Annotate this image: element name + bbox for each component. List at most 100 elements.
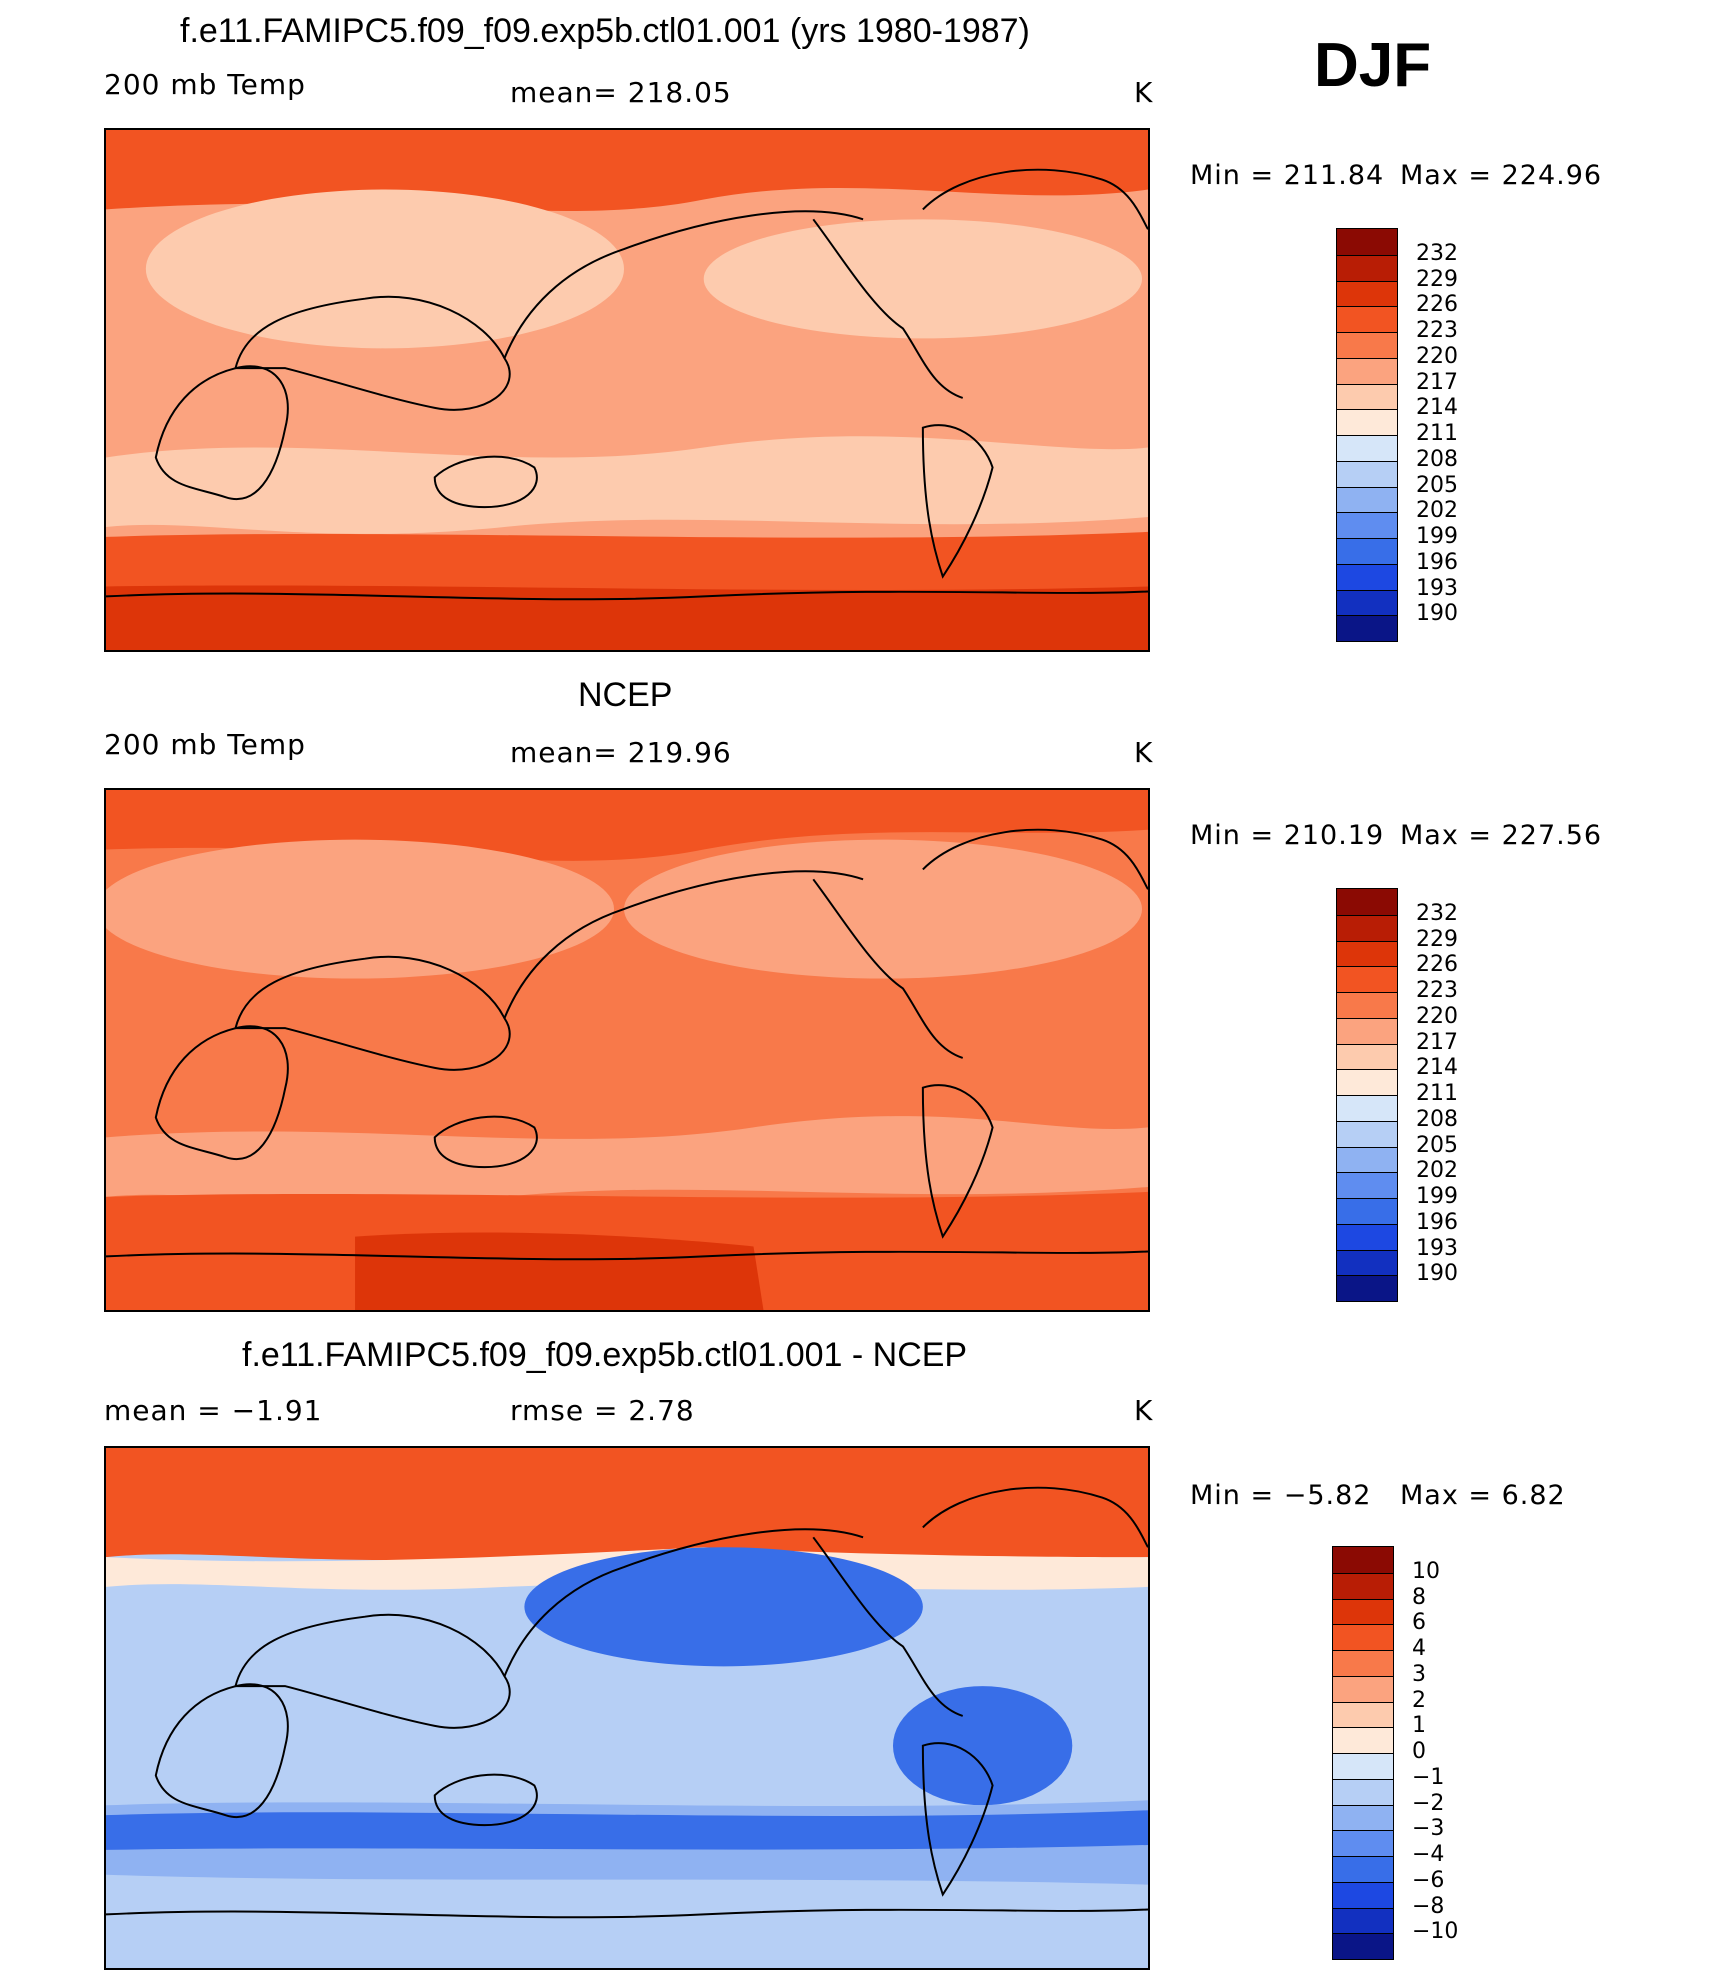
colorbar-label: −3: [1412, 1816, 1445, 1842]
colorbar-label: 205: [1416, 472, 1458, 498]
colorbar-label: 0: [1412, 1739, 1426, 1764]
colorbar-label: 211: [1416, 421, 1458, 446]
colorbar-label: 193: [1416, 575, 1458, 601]
colorbar-swatch: [1337, 1172, 1397, 1198]
colorbar-swatch: [1337, 357, 1397, 384]
map-field-mid-blob-2: [703, 219, 1143, 339]
colorbar-swatch: [1333, 1881, 1393, 1908]
panel-1-map: [104, 128, 1150, 652]
map-field-north-band: [106, 1448, 1148, 1561]
colorbar-label: 8: [1412, 1584, 1426, 1610]
colorbar-label: 193: [1416, 1235, 1458, 1261]
colorbar-label: 202: [1416, 1158, 1458, 1184]
coastlines: [106, 1486, 1148, 1919]
panel-1-colorbar-labels: 232 229 226 223 220 217 214 211 208 205 202 199 196 1…: [1416, 228, 1496, 642]
panel-1-mean-label: mean= 218.05: [510, 76, 732, 109]
colorbar-label: 205: [1416, 1132, 1458, 1158]
colorbar-label: −4: [1412, 1842, 1445, 1867]
panel-3-rmse-label: rmse = 2.78: [510, 1394, 695, 1427]
panel-1-min-label: Min = 211.84: [1190, 160, 1385, 191]
colorbar-label: 4: [1412, 1636, 1426, 1661]
colorbar-label: 223: [1416, 318, 1458, 343]
map-field-mid-blob-1: [524, 1547, 923, 1667]
panel-1-title: f.e11.FAMIPC5.f09_f09.exp5b.ctl01.001 (y…: [180, 12, 1030, 50]
map-field-mid-blob-2: [624, 839, 1143, 979]
colorbar-swatch: [1337, 1095, 1397, 1121]
colorbar-label: 226: [1416, 952, 1458, 978]
panel-2-variable-label: 200 mb Temp: [104, 728, 306, 761]
colorbar-label: 223: [1416, 978, 1458, 1003]
colorbar-label: 214: [1416, 1055, 1458, 1081]
colorbar-swatch: [1333, 1856, 1393, 1882]
colorbar-swatch: [1337, 1275, 1397, 1301]
colorbar-swatch: [1333, 1624, 1393, 1650]
colorbar-swatch: [1333, 1572, 1393, 1599]
colorbar-swatch: [1333, 1701, 1393, 1728]
map-field-mid-blob-1: [145, 189, 625, 349]
colorbar-swatch: [1337, 383, 1397, 410]
panel-2-map: [104, 788, 1150, 1312]
colorbar-swatch: [1337, 229, 1397, 255]
colorbar-label: −2: [1412, 1790, 1445, 1816]
colorbar-label: 1: [1412, 1713, 1426, 1739]
panel-3-map-svg: [106, 1448, 1148, 1968]
panel-3-max-label: Max = 6.82: [1400, 1480, 1566, 1511]
colorbar-label: 211: [1416, 1081, 1458, 1106]
colorbar-swatch: [1333, 1727, 1393, 1753]
colorbar-swatch: [1337, 1120, 1397, 1147]
colorbar-label: 190: [1416, 1261, 1458, 1287]
colorbar-swatch: [1337, 538, 1397, 564]
panel-3-colorbar-labels: 10 8 6 4 3 2 1 0 −1 −2 −3 −4 −6 −8 −10: [1412, 1546, 1492, 1960]
colorbar-label: 229: [1416, 266, 1458, 292]
colorbar-label: 232: [1416, 240, 1458, 266]
panel-2-min-label: Min = 210.19: [1190, 820, 1385, 851]
colorbar-label: 226: [1416, 292, 1458, 318]
colorbar-swatch: [1337, 1043, 1397, 1070]
colorbar-label: 3: [1412, 1661, 1426, 1687]
colorbar-label: 217: [1416, 1029, 1458, 1055]
colorbar-label: 202: [1416, 498, 1458, 524]
colorbar-label: 217: [1416, 369, 1458, 395]
colorbar-swatch: [1337, 914, 1397, 941]
colorbar-swatch: [1337, 460, 1397, 487]
panel-2-colorbar: [1336, 888, 1398, 1302]
colorbar-label: 10: [1412, 1558, 1440, 1584]
panel-3-colorbar: [1332, 1546, 1394, 1960]
colorbar-swatch: [1337, 1017, 1397, 1044]
colorbar-swatch: [1337, 966, 1397, 992]
panel-1-units: K: [1134, 76, 1154, 109]
colorbar-label: 2: [1412, 1687, 1426, 1713]
colorbar-swatch: [1337, 280, 1397, 307]
panel-3-mean-label: mean = −1.91: [104, 1394, 323, 1427]
colorbar-swatch: [1337, 435, 1397, 461]
colorbar-swatch: [1333, 1907, 1393, 1934]
panel-1-colorbar: [1336, 228, 1398, 642]
colorbar-swatch: [1337, 254, 1397, 281]
colorbar-swatch: [1333, 1804, 1393, 1831]
colorbar-swatch: [1337, 306, 1397, 332]
colorbar-swatch: [1333, 1675, 1393, 1702]
colorbar-label: 232: [1416, 900, 1458, 926]
colorbar-swatch: [1333, 1547, 1393, 1573]
colorbar-label: −8: [1412, 1893, 1445, 1919]
colorbar-swatch: [1337, 563, 1397, 590]
panel-3-units: K: [1134, 1394, 1154, 1427]
map-field-mid-blob-2: [892, 1686, 1073, 1806]
panel-1-map-svg: [106, 130, 1148, 650]
colorbar-swatch: [1337, 1249, 1397, 1276]
colorbar-label: −1: [1412, 1764, 1445, 1790]
colorbar-swatch: [1337, 512, 1397, 538]
colorbar-swatch: [1333, 1753, 1393, 1779]
map-field-south-deep: [355, 1232, 764, 1310]
colorbar-label: 208: [1416, 1106, 1458, 1132]
map-field-south-deep: [106, 1810, 1148, 1850]
panel-2-units: K: [1134, 736, 1154, 769]
map-field-tropic-band: [106, 1116, 1148, 1204]
panel-1-variable-label: 200 mb Temp: [104, 68, 306, 101]
colorbar-label: 196: [1416, 549, 1458, 575]
colorbar-label: 199: [1416, 524, 1458, 549]
colorbar-swatch: [1337, 1146, 1397, 1173]
map-field-south-deep: [106, 585, 1148, 650]
colorbar-label: 220: [1416, 343, 1458, 369]
coastlines: [106, 168, 1148, 601]
